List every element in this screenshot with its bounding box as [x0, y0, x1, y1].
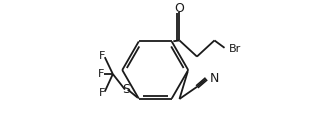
Text: S: S	[122, 83, 130, 96]
Text: N: N	[210, 72, 219, 85]
Text: F: F	[99, 51, 105, 61]
Text: O: O	[175, 2, 184, 15]
Text: F: F	[99, 88, 105, 98]
Text: Br: Br	[229, 44, 241, 54]
Text: F: F	[98, 69, 105, 79]
